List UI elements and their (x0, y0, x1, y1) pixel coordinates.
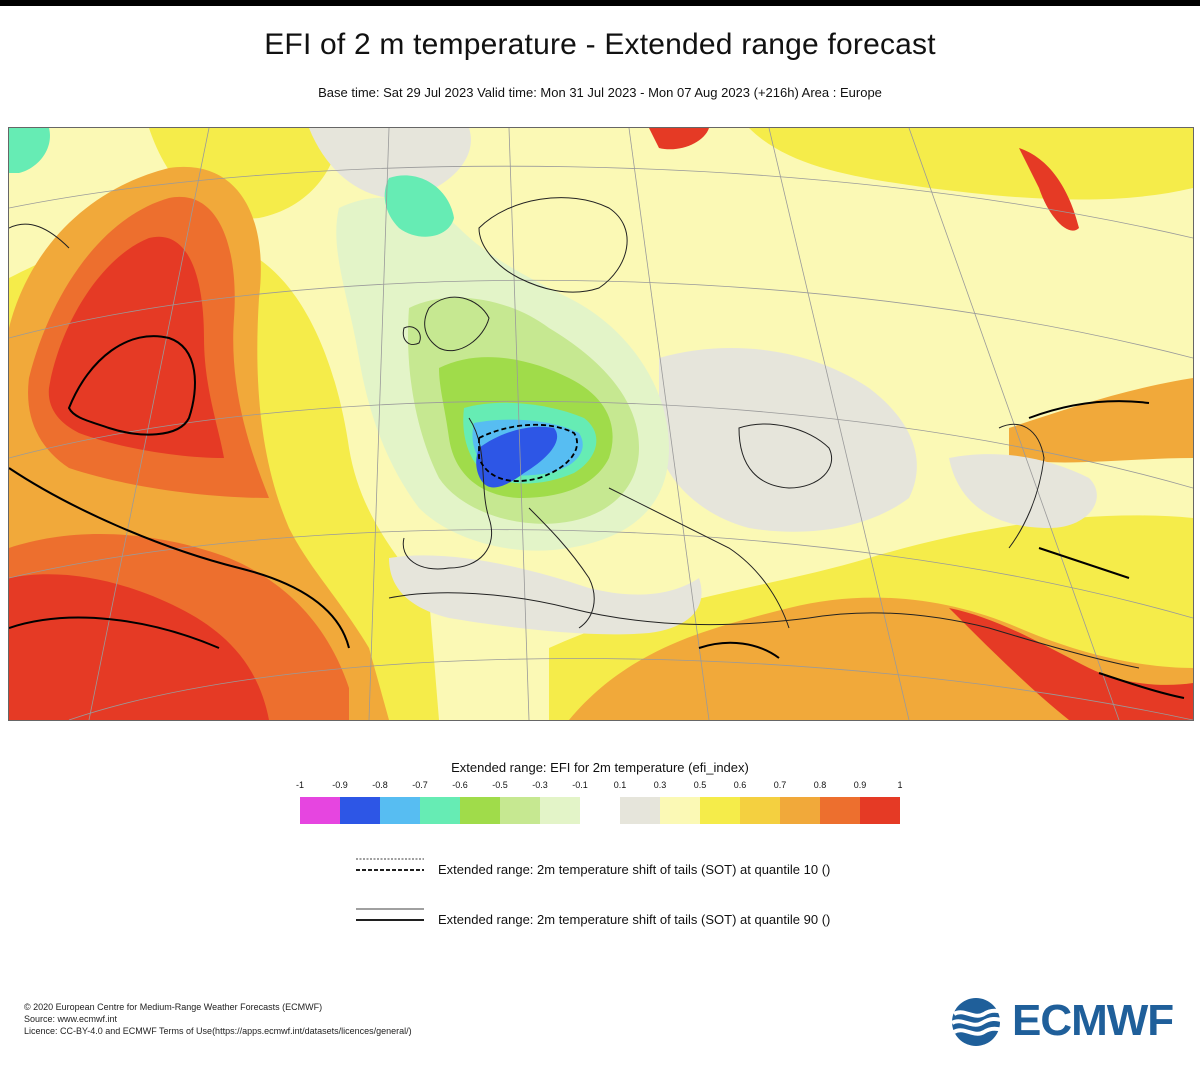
colorbar-bin (860, 797, 900, 824)
colorbar-bin (820, 797, 861, 824)
sot-q90-contours (9, 335, 1185, 699)
colorbar-bin (500, 797, 541, 824)
sot-q10-legend: Extended range: 2m temperature shift of … (356, 856, 916, 886)
colorbar-tick-label: -0.6 (452, 780, 468, 790)
sot-q10-swatch (356, 858, 424, 871)
page-subtitle: Base time: Sat 29 Jul 2023 Valid time: M… (318, 85, 882, 100)
efi-area-cyan-north (384, 175, 454, 237)
colorbar-bin (460, 797, 501, 824)
efi-area-red-north (1019, 148, 1079, 231)
efi-area-red-atlantic (48, 236, 224, 458)
colorbar-tick-label: -0.7 (412, 780, 428, 790)
footer: © 2020 European Centre for Medium-Range … (24, 1001, 412, 1037)
colorbar-tick-label: 0.8 (813, 780, 827, 790)
efi-area-red-sw (9, 574, 269, 720)
sot-q10-label: Extended range: 2m temperature shift of … (438, 862, 831, 877)
efi-area-neutral-mediterranean (389, 555, 702, 635)
colorbar-tick-label: -0.9 (332, 780, 348, 790)
colorbar-tick-label: 0.9 (853, 780, 867, 790)
colorbar-tick-label: 1 (897, 780, 903, 790)
efi-area-red-top (649, 128, 709, 150)
efi-colorbar (300, 797, 900, 824)
colorbar-bin (780, 797, 821, 824)
colorbar-tick-label: 0.5 (693, 780, 707, 790)
efi-area-red-east (949, 608, 1193, 720)
efi-area-yellow-east (749, 128, 1193, 200)
efi-area-neutral-caspian (949, 454, 1097, 528)
top-border (0, 0, 1200, 6)
efi-area-cyan-greenland (9, 128, 50, 173)
colorbar-tick-label: -0.3 (532, 780, 548, 790)
colorbar-tick-label: -0.8 (372, 780, 388, 790)
ecmwf-logo: ECMWF (950, 996, 1180, 1048)
colorbar-tick-label: 0.1 (613, 780, 627, 790)
legend-title: Extended range: EFI for 2m temperature (… (451, 760, 749, 775)
sot-q90-label: Extended range: 2m temperature shift of … (438, 912, 831, 927)
coastlines (9, 197, 1140, 669)
efi-area-neutral-east (659, 348, 917, 532)
colorbar-tick-label: -0.5 (492, 780, 508, 790)
footer-licence: Licence: CC-BY-4.0 and ECMWF Terms of Us… (24, 1026, 412, 1036)
efi-map-svg (9, 128, 1193, 720)
ecmwf-logo-text: ECMWF (1012, 996, 1174, 1045)
colorbar-tick-label: 0.3 (653, 780, 667, 790)
colorbar-bin (340, 797, 381, 824)
colorbar-bin (700, 797, 741, 824)
colorbar-bin (660, 797, 701, 824)
ecmwf-logo-icon (950, 998, 1005, 1046)
colorbar-tick-label: -1 (295, 780, 305, 790)
colorbar-tick-label: 0.7 (773, 780, 787, 790)
sot-q10-contours (478, 423, 578, 482)
colorbar-tick-label: 0.6 (733, 780, 747, 790)
colorbar-bin (420, 797, 461, 824)
colorbar-bin (300, 797, 341, 824)
efi-area-neutral-arctic (309, 128, 471, 199)
sot-q90-legend: Extended range: 2m temperature shift of … (356, 906, 916, 936)
efi-area-blue (476, 426, 558, 488)
colorbar-bin (540, 797, 581, 824)
sot-q90-swatch (356, 908, 424, 921)
colorbar-bin (380, 797, 421, 824)
footer-copyright: © 2020 European Centre for Medium-Range … (24, 1002, 323, 1012)
efi-area-orange-middleeast (1009, 378, 1193, 463)
page-title: EFI of 2 m temperature - Extended range … (264, 28, 936, 61)
efi-map (8, 127, 1194, 721)
colorbar-bin (580, 797, 621, 824)
footer-source: Source: www.ecmwf.int (24, 1014, 118, 1024)
colorbar-bin (740, 797, 781, 824)
graticule (9, 128, 1193, 720)
colorbar-bin (620, 797, 661, 824)
colorbar-tick-label: -0.1 (572, 780, 588, 790)
